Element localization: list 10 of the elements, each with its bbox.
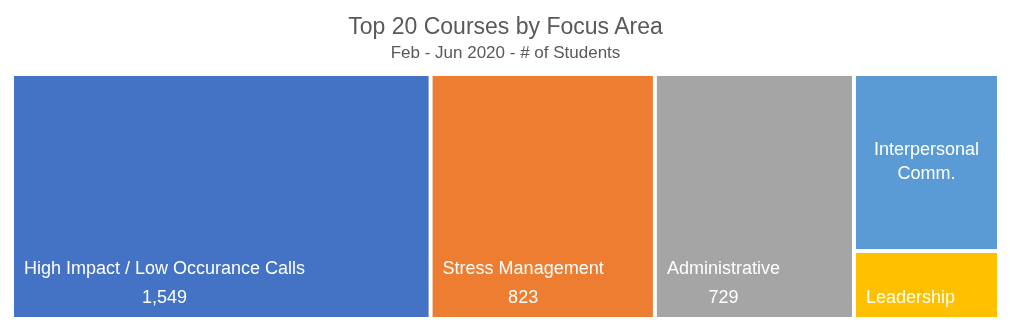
data-label: 823: [508, 286, 539, 307]
data-label: 729: [708, 286, 739, 307]
category-label: Interpersonal Comm.: [873, 139, 980, 184]
text: Feb - Jun 2020 - # of Students: [390, 43, 621, 63]
category-label: Leadership: [866, 286, 956, 307]
category-label: Administrative: [666, 257, 780, 278]
category-label: High Impact / Low Occurance Calls: [24, 257, 306, 278]
data-label: 1,549: [142, 286, 188, 307]
text: Top 20 Courses by Focus Area: [348, 13, 663, 40]
category-label: Stress Management: [442, 257, 604, 278]
